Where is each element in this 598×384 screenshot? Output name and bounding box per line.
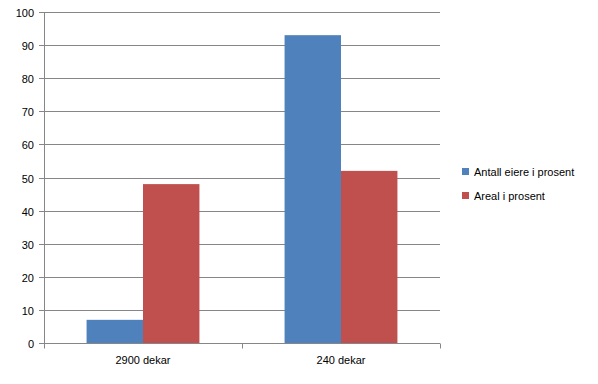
legend-swatch	[462, 192, 469, 199]
grid-line	[44, 144, 440, 145]
bars	[87, 35, 398, 343]
bar	[341, 171, 397, 343]
y-tick-label: 20	[22, 272, 34, 284]
x-tick	[44, 344, 45, 349]
x-tick-label: 2900 dekar	[115, 354, 170, 366]
y-tick	[39, 277, 44, 278]
y-tick-label: 30	[22, 239, 34, 251]
y-tick	[39, 211, 44, 212]
y-tick	[39, 244, 44, 245]
y-tick	[39, 144, 44, 145]
y-axis	[44, 12, 45, 343]
y-tick-label: 40	[22, 206, 34, 218]
y-tick	[39, 178, 44, 179]
legend-swatch	[462, 168, 469, 175]
bar	[285, 35, 341, 343]
y-tick-label: 80	[22, 73, 34, 85]
bar	[87, 320, 143, 343]
y-tick-label: 100	[16, 7, 34, 19]
x-tick-label: 240 dekar	[317, 354, 366, 366]
y-tick-label: 60	[22, 139, 34, 151]
grid-line	[44, 111, 440, 112]
bar	[143, 184, 199, 343]
y-tick-label: 70	[22, 106, 34, 118]
y-tick	[39, 111, 44, 112]
y-tick-label: 0	[28, 338, 34, 350]
y-tick	[39, 310, 44, 311]
grid-line	[44, 45, 440, 46]
x-tick	[440, 344, 441, 349]
y-tick-label: 10	[22, 305, 34, 317]
y-tick	[39, 78, 44, 79]
chart-svg: 0 10 20 30 40 50 60 70 80 90 100 2900 dekar 240 deka…	[0, 0, 598, 384]
grid-line	[44, 12, 440, 13]
y-tick-label: 90	[22, 40, 34, 52]
y-tick	[39, 343, 44, 344]
x-tick	[242, 344, 243, 349]
y-tick	[39, 45, 44, 46]
grid-line	[44, 78, 440, 79]
legend: Antall eiere i prosent Areal i prosent	[462, 166, 574, 202]
legend-label: Antall eiere i prosent	[474, 166, 574, 178]
y-tick	[39, 12, 44, 13]
chart-container: 0 10 20 30 40 50 60 70 80 90 100 2900 dekar 240 deka…	[0, 0, 598, 384]
y-tick-label: 50	[22, 173, 34, 185]
legend-label: Areal i prosent	[474, 190, 545, 202]
